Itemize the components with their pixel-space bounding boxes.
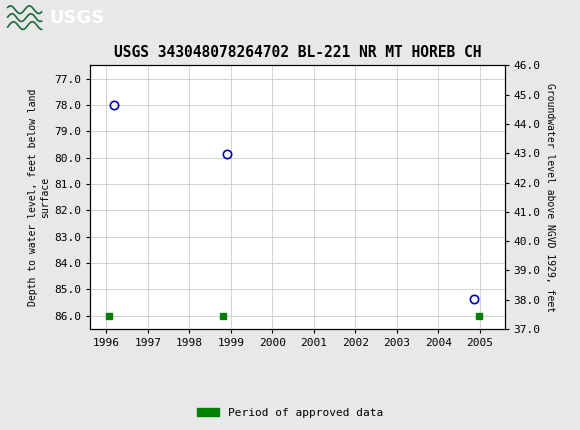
Y-axis label: Depth to water level, feet below land
surface: Depth to water level, feet below land su…: [28, 89, 50, 306]
Title: USGS 343048078264702 BL-221 NR MT HOREB CH: USGS 343048078264702 BL-221 NR MT HOREB …: [114, 45, 481, 60]
Legend: Period of approved data: Period of approved data: [193, 403, 387, 422]
Y-axis label: Groundwater level above NGVD 1929, feet: Groundwater level above NGVD 1929, feet: [545, 83, 555, 312]
Text: USGS: USGS: [49, 9, 104, 27]
